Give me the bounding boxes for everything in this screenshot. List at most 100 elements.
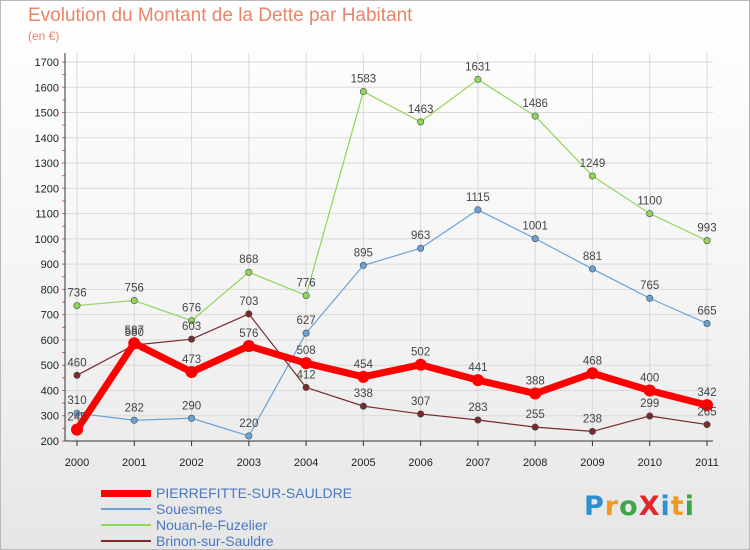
- data-label: 881: [583, 251, 602, 263]
- data-label: 765: [640, 280, 659, 292]
- series-line-2: [76, 313, 708, 432]
- logo-letter: t: [670, 491, 685, 522]
- series-point-3: [471, 374, 484, 387]
- logo-letter: X: [638, 491, 661, 522]
- legend-label: PIERREFITTE-SUR-SAULDRE: [156, 485, 353, 501]
- data-label: 576: [239, 328, 258, 340]
- y-tick-label: 1300: [35, 158, 59, 170]
- series-point-0: [588, 172, 596, 180]
- y-tick-label: 300: [41, 411, 59, 423]
- series-point-2: [302, 383, 310, 391]
- series-line-3: [73, 339, 711, 434]
- y-tick-label: 500: [41, 360, 59, 372]
- x-tick-label: 2005: [351, 457, 375, 469]
- series-point-2: [188, 335, 196, 343]
- data-label: 676: [182, 303, 201, 315]
- data-label: 1100: [637, 196, 662, 208]
- series-point-0: [646, 210, 654, 218]
- data-label: 1001: [522, 221, 548, 233]
- y-tick-label: 1600: [35, 82, 59, 94]
- x-tick-label: 2006: [408, 457, 432, 469]
- legend: PIERREFITTE-SUR-SAULDRE Souesmes Nouan-le-…: [101, 485, 401, 549]
- series-point-3: [300, 357, 313, 370]
- data-label: 338: [354, 388, 373, 400]
- y-tick-label: 1100: [35, 209, 59, 221]
- legend-label: Souesmes: [156, 501, 223, 517]
- series-point-3: [242, 339, 255, 352]
- data-label: 1583: [351, 74, 377, 86]
- data-label: 776: [296, 277, 315, 289]
- logo-letter: o: [619, 491, 639, 522]
- series-point-2: [359, 402, 367, 410]
- data-label: 627: [296, 315, 315, 327]
- data-label: 307: [411, 396, 430, 408]
- series-point-3: [357, 370, 370, 383]
- legend-label: Nouan-le-Fuzelier: [156, 517, 268, 533]
- data-label: 283: [468, 402, 487, 414]
- data-label: 412: [296, 369, 315, 381]
- series-point-0: [188, 317, 196, 325]
- data-label: 756: [125, 283, 144, 295]
- chart-title: Evolution du Montant de la Dette par Hab…: [28, 5, 413, 26]
- data-label: 868: [239, 254, 258, 266]
- series-line-0: [76, 78, 708, 322]
- x-tick-label: 2010: [637, 457, 661, 469]
- x-tick-label: 2007: [466, 457, 490, 469]
- series-point-2: [531, 423, 539, 431]
- data-label: 460: [67, 357, 86, 369]
- data-label: 468: [583, 355, 602, 367]
- series-point-0: [245, 268, 253, 276]
- data-label: 441: [468, 362, 487, 374]
- series-point-0: [73, 302, 81, 310]
- legend-swatch: [101, 508, 151, 510]
- series-point-1: [531, 235, 539, 243]
- data-labels: 736 756 676 868 776 1583 1463 1631 1486 1249 1100 9…: [67, 61, 716, 430]
- data-label: 895: [354, 247, 373, 259]
- data-label: 282: [125, 402, 144, 414]
- legend-swatch: [101, 540, 151, 542]
- grid-lines: [65, 53, 713, 442]
- series-point-2: [73, 371, 81, 379]
- data-label: 342: [697, 387, 716, 399]
- series-point-1: [73, 409, 81, 417]
- chart-subtitle: (en €): [28, 29, 60, 43]
- series-point-2: [646, 412, 654, 420]
- series-point-3: [701, 399, 713, 412]
- data-label: 703: [239, 296, 258, 308]
- series-point-3: [185, 366, 198, 379]
- legend-item: Nouan-le-Fuzelier: [101, 517, 401, 533]
- series-point-2: [703, 421, 711, 429]
- x-tick-label: 2004: [294, 457, 318, 469]
- series-point-3: [128, 337, 141, 350]
- series-point-1: [646, 294, 654, 302]
- series-point-3: [529, 387, 542, 400]
- data-label: 245: [67, 412, 86, 424]
- data-label: 220: [239, 418, 258, 430]
- data-label: 963: [411, 230, 430, 242]
- y-tick-label: 1700: [35, 57, 59, 69]
- data-label: 580: [125, 327, 144, 339]
- data-label: 502: [411, 347, 430, 359]
- series-point-3: [586, 367, 599, 380]
- series-point-1: [188, 414, 196, 422]
- data-label: 1249: [580, 158, 606, 170]
- data-label: 1486: [522, 98, 548, 110]
- series-point-1: [130, 416, 138, 424]
- series-point-2: [245, 310, 253, 318]
- logo-letter: P: [584, 491, 605, 522]
- series-point-2: [417, 410, 425, 418]
- data-label: 299: [640, 398, 659, 410]
- data-label: 587: [125, 325, 144, 337]
- y-tick-label: 900: [41, 259, 59, 271]
- legend-item: PIERREFITTE-SUR-SAULDRE: [101, 485, 401, 501]
- legend-swatch: [101, 489, 151, 497]
- series-point-0: [474, 75, 482, 83]
- series-point-1: [417, 244, 425, 252]
- series-point-0: [417, 118, 425, 126]
- axes: 200 300 400 500 600 700 800 900 1000 1100 1200 1300…: [35, 53, 719, 469]
- series-point-2: [588, 427, 596, 435]
- series-point-0: [302, 291, 310, 299]
- data-label: 290: [182, 400, 201, 412]
- x-tick-label: 2003: [237, 457, 261, 469]
